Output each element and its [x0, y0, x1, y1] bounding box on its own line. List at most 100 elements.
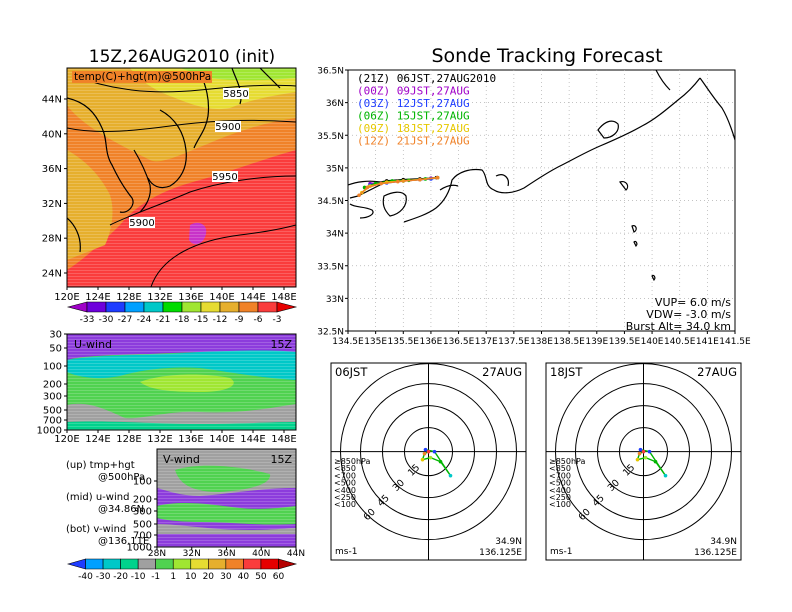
polar-hodograph-point — [420, 457, 425, 462]
u-wind-ytick: 100 — [43, 362, 62, 373]
map-500hpa-ytick: 44N — [42, 95, 62, 106]
note-mid: (mid) u-wind — [66, 492, 129, 503]
colorbar-wind-swatch — [208, 558, 227, 570]
polar-legend-entry: <400 — [549, 486, 571, 495]
polar-legend-entry: ≥850hPa — [549, 457, 586, 466]
track-info-vdw: VDW= -3.0 m/s — [646, 308, 731, 321]
map-500hpa-xtick: 124E — [85, 292, 110, 303]
track-legend-entry: (03Z) 12JST,27AUG — [357, 97, 470, 110]
u-wind-xtick: 124E — [85, 434, 110, 445]
map-500hpa-xtick: 128E — [116, 292, 141, 303]
polar-hodograph-point — [432, 449, 437, 454]
map-500hpa-ytick: 36N — [42, 164, 62, 175]
v-wind-xtick: 32N — [183, 549, 201, 559]
note-up-sub: @500hPa — [98, 472, 145, 483]
colorbar-wind-label: 60 — [273, 572, 285, 582]
polar-lon: 136.125E — [694, 548, 737, 558]
v-wind-xtick: 28N — [148, 549, 166, 559]
polar-date: 27AUG — [697, 365, 737, 379]
map-500hpa-panel: temp(C)+hgt(m)@500hPa 5850 5900 5950 5900 1… — [42, 67, 298, 325]
map-500hpa-xtick: 148E — [271, 292, 296, 303]
u-wind-ytick: 1000 — [37, 426, 62, 437]
track-xtick: 138E — [530, 337, 553, 347]
polar-hodograph-point — [448, 473, 453, 478]
colorbar-wind-label: 50 — [255, 572, 267, 582]
colorbar-wind-label: -10 — [131, 572, 146, 582]
track-series-point — [435, 175, 440, 180]
v-wind-field — [157, 449, 296, 547]
colorbar-wind-swatch — [102, 558, 121, 570]
colorbar-wind-swatch — [225, 558, 244, 570]
polar-lat: 34.9N — [495, 537, 522, 547]
u-wind-ytick: 30 — [49, 330, 62, 341]
colorbar-500hpa-swatch — [200, 301, 221, 313]
track-legend-entry: (06Z) 15JST,27AUG — [357, 110, 470, 123]
u-wind-xtick: 140E — [209, 434, 234, 445]
colorbar-500hpa-label: -18 — [175, 315, 190, 325]
colorbar-wind-swatch — [120, 558, 139, 570]
polar-date: 27AUG — [482, 365, 522, 379]
track-ytick: 35.5N — [317, 132, 344, 142]
colorbar-wind-label: 20 — [203, 572, 215, 582]
u-wind-ytick: 300 — [43, 392, 62, 403]
colorbar-500hpa-swatch — [66, 301, 88, 313]
right-title: Sonde Tracking Forecast — [431, 45, 662, 67]
track-coastline — [348, 70, 735, 282]
colorbar-500hpa-label: -6 — [254, 315, 263, 325]
colorbar-500hpa-label: -9 — [235, 315, 244, 325]
v-wind-ytick: 100 — [133, 477, 152, 488]
colorbar-wind-swatch — [137, 558, 156, 570]
v-wind-ytick: 200 — [133, 495, 152, 506]
track-ytick: 35N — [326, 164, 344, 174]
map-500hpa-contour-label: 5850 — [223, 89, 248, 100]
v-wind-xtick: 40N — [252, 549, 270, 559]
track-xtick: 137E — [475, 337, 498, 347]
polar-legend-entry: <700 — [549, 471, 571, 480]
polar-hodograph-point — [641, 449, 646, 454]
note-up: (up) tmp+hgt — [66, 460, 135, 471]
colorbar-500hpa-swatch — [105, 301, 126, 313]
track-ytick: 33.5N — [317, 262, 344, 272]
colorbar-wind-label: -40 — [78, 572, 93, 582]
colorbar-wind-swatch — [190, 558, 209, 570]
u-wind-ytick: 700 — [43, 416, 62, 427]
polar-hodograph-point — [428, 455, 433, 460]
v-wind-ytick: 300 — [133, 507, 152, 518]
map-500hpa-contour-label-bg — [223, 88, 249, 99]
polar-lon: 136.125E — [479, 548, 522, 558]
colorbar-500hpa-swatch — [219, 301, 240, 313]
track-ytick: 36.5N — [317, 67, 344, 77]
colorbar-wind-swatch — [172, 558, 192, 570]
map-500hpa-contour-label: 5900 — [215, 122, 240, 133]
map-500hpa-ytick: 28N — [42, 234, 62, 245]
track-ytick: 34.5N — [317, 197, 344, 207]
colorbar-500hpa-label: -15 — [194, 315, 209, 325]
u-wind-ytick: 200 — [43, 380, 62, 391]
colorbar-500hpa-swatch — [257, 301, 278, 313]
track-series-line — [358, 176, 438, 196]
map-500hpa-xtick: 120E — [54, 292, 79, 303]
track-ytick: 32.5N — [317, 328, 344, 338]
colorbar-wind-swatch — [278, 558, 298, 570]
polar-time: 18JST — [550, 365, 583, 379]
colorbar-500hpa-label: -3 — [273, 315, 282, 325]
map-500hpa-label: temp(C)+hgt(m)@500hPa — [74, 71, 211, 83]
colorbar-wind-label: 40 — [238, 572, 250, 582]
map-500hpa-contour-label: 5900 — [129, 218, 154, 229]
map-500hpa-xtick: 136E — [178, 292, 203, 303]
panel-notes: (up) tmp+hgt @500hPa (mid) u-wind @34.86… — [66, 460, 149, 547]
colorbar-500hpa-swatch — [124, 301, 145, 313]
colorbar-500hpa-label: -24 — [137, 315, 152, 325]
colorbar-500hpa-swatch — [238, 301, 259, 313]
polar-hodograph-point — [635, 457, 640, 462]
track-legend-entry: (12Z) 21JST,27AUG — [357, 135, 470, 148]
v-wind-label: V-wind — [163, 453, 200, 466]
polar-legend-entry: <250 — [549, 493, 571, 502]
track-xtick: 139E — [585, 337, 608, 347]
track-series-point — [365, 185, 370, 190]
map-500hpa-ytick: 32N — [42, 199, 62, 210]
map-500hpa-ytick: 24N — [42, 269, 62, 280]
